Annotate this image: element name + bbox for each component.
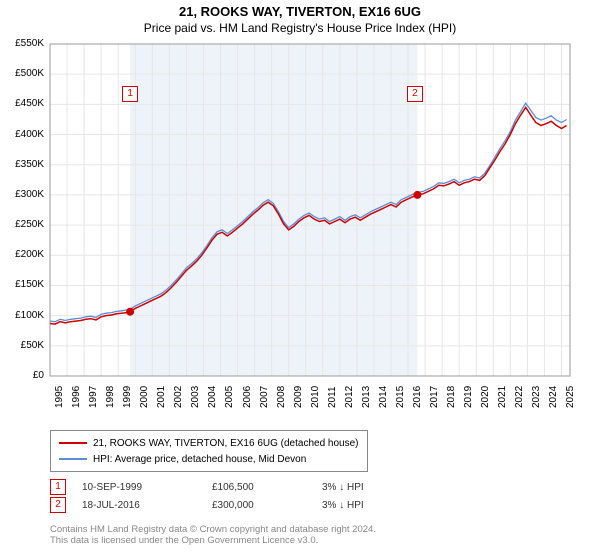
x-tick-label: 2022 [514,386,525,408]
x-tick-label: 2012 [344,386,355,408]
x-tick-label: 2007 [259,386,270,408]
y-tick-label: £450K [4,98,44,109]
x-tick-label: 2011 [327,386,338,408]
footnote-row: 110-SEP-1999£106,5003% ↓ HPI [50,478,364,496]
x-tick-label: 2015 [395,386,406,408]
y-tick-label: £0 [4,370,44,381]
x-tick-label: 2003 [190,386,201,408]
x-tick-label: 2005 [224,386,235,408]
x-tick-label: 2010 [310,386,321,408]
x-tick-label: 2014 [378,386,389,408]
x-tick-label: 2008 [276,386,287,408]
x-tick-label: 2016 [412,386,423,408]
x-tick-label: 2024 [548,386,559,408]
y-tick-label: £500K [4,68,44,79]
x-tick-label: 2002 [173,386,184,408]
x-tick-label: 2000 [139,386,150,408]
y-tick-label: £100K [4,310,44,321]
x-tick-label: 2006 [242,386,253,408]
x-tick-label: 2017 [429,386,440,408]
chart-marker-1: 1 [122,86,138,102]
line-chart [0,0,600,380]
footnote-table: 110-SEP-1999£106,5003% ↓ HPI218-JUL-2016… [50,478,364,514]
copyright-text: Contains HM Land Registry data © Crown c… [50,524,376,546]
x-tick-label: 2019 [463,386,474,408]
legend-box: 21, ROOKS WAY, TIVERTON, EX16 6UG (detac… [50,430,368,472]
x-tick-label: 2025 [565,386,576,408]
x-tick-label: 1995 [54,386,65,408]
x-tick-label: 1997 [88,386,99,408]
x-tick-label: 2013 [361,386,372,408]
y-tick-label: £550K [4,38,44,49]
footnote-row: 218-JUL-2016£300,0003% ↓ HPI [50,496,364,514]
legend-item: 21, ROOKS WAY, TIVERTON, EX16 6UG (detac… [59,435,359,451]
y-tick-label: £250K [4,219,44,230]
y-tick-label: £300K [4,189,44,200]
x-tick-label: 2018 [446,386,457,408]
y-tick-label: £50K [4,340,44,351]
x-tick-label: 2021 [497,386,508,408]
x-tick-label: 2023 [531,386,542,408]
x-tick-label: 2009 [293,386,304,408]
y-tick-label: £150K [4,279,44,290]
y-tick-label: £350K [4,159,44,170]
x-tick-label: 2004 [207,386,218,408]
x-tick-label: 2001 [156,386,167,408]
x-tick-label: 1998 [105,386,116,408]
x-tick-label: 2020 [480,386,491,408]
chart-marker-2: 2 [407,86,423,102]
y-tick-label: £400K [4,129,44,140]
y-tick-label: £200K [4,249,44,260]
x-tick-label: 1999 [122,386,133,408]
legend-item: HPI: Average price, detached house, Mid … [59,451,359,467]
x-tick-label: 1996 [71,386,82,408]
